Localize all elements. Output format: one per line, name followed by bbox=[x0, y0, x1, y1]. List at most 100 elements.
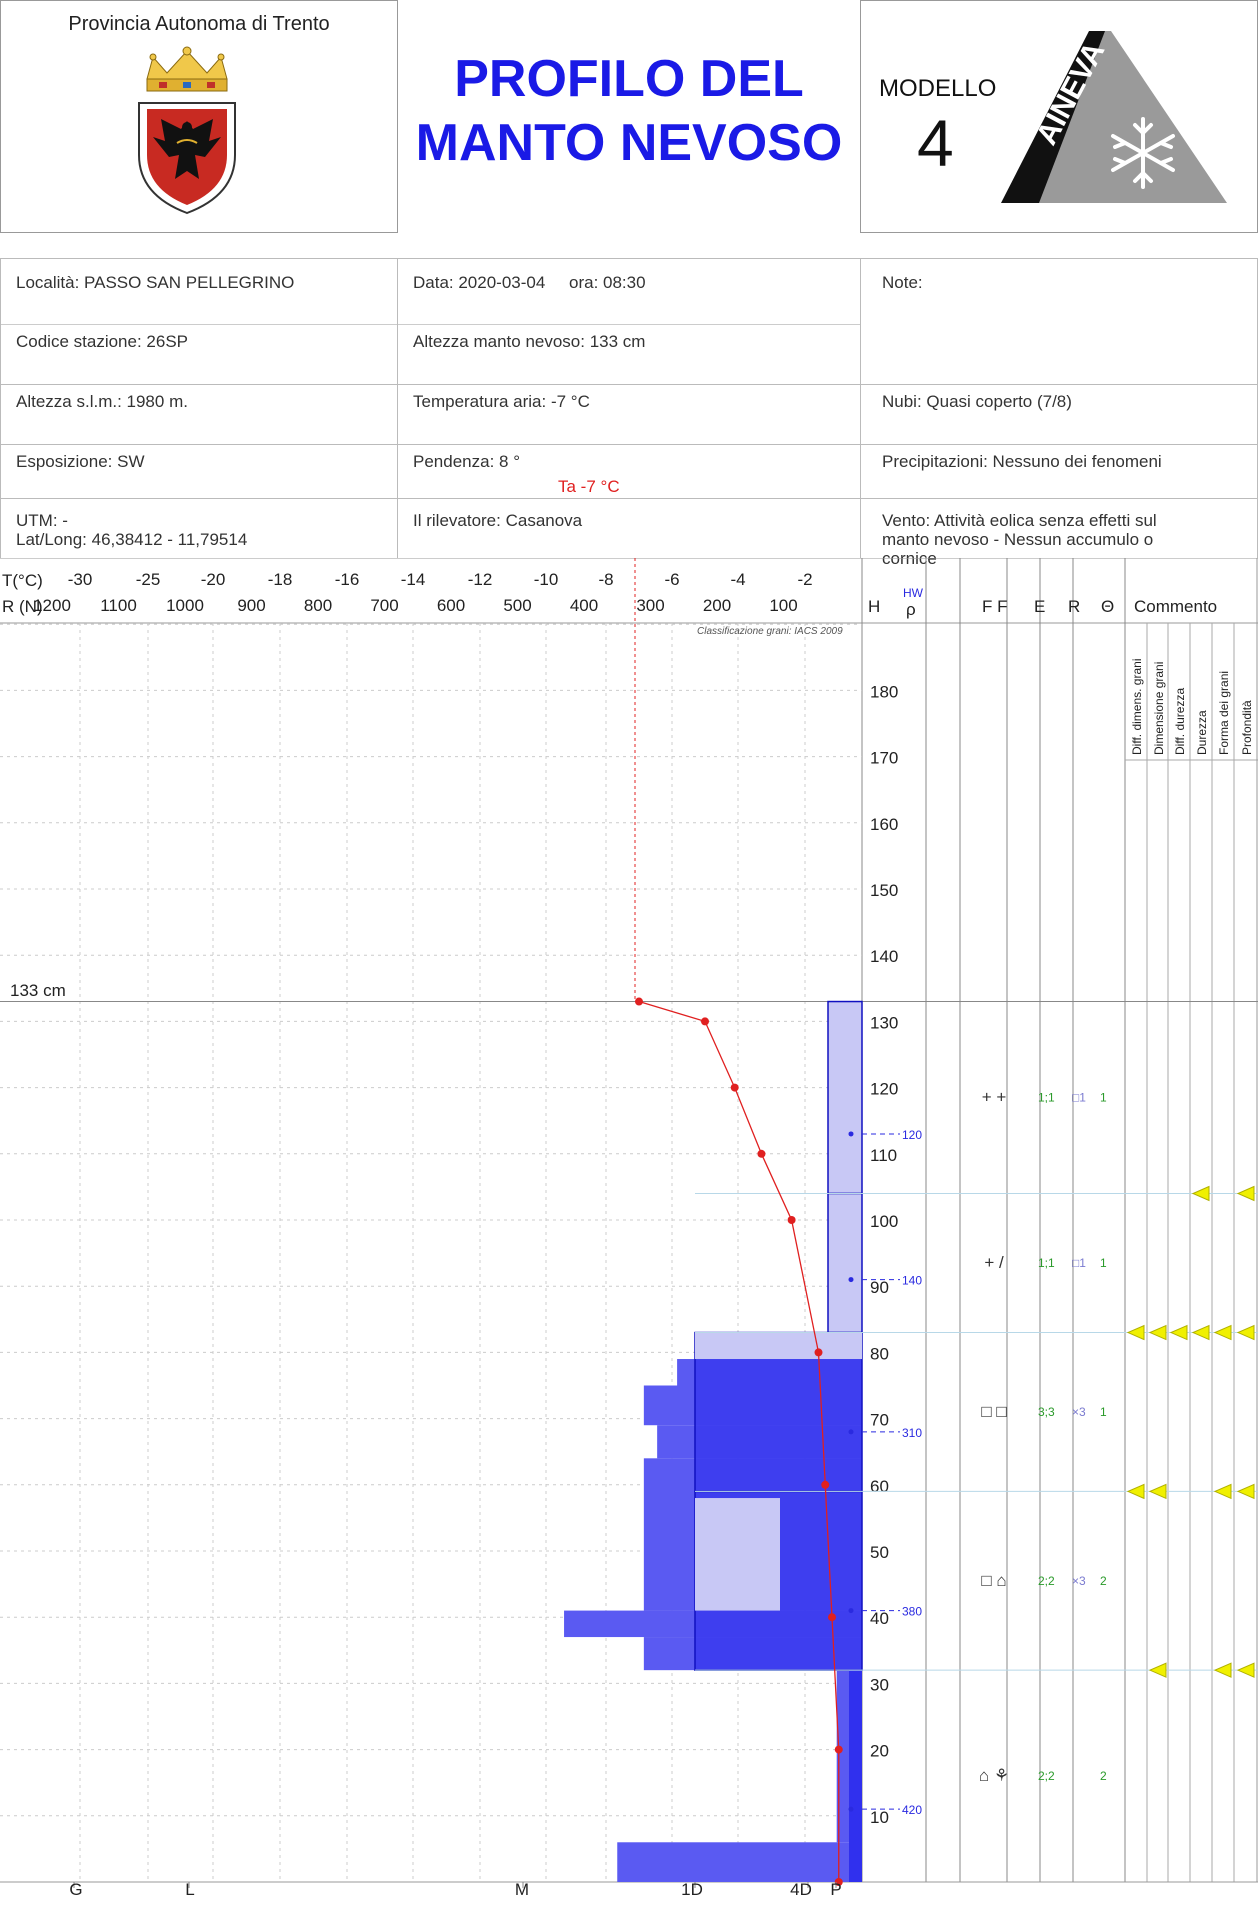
temp-tick-4: -16 bbox=[335, 570, 360, 589]
temperature-point-5 bbox=[814, 1348, 823, 1357]
province-name: Provincia Autonoma di Trento bbox=[68, 13, 330, 35]
vento-value-line2: manto nevoso - Nessun accumulo o bbox=[882, 530, 1154, 549]
gridlines bbox=[0, 623, 862, 1882]
hardness-layer-1 bbox=[827, 1192, 863, 1334]
hardness-label-g: G bbox=[69, 1880, 83, 1899]
classification-note: Classificazione grani: IACS 2009 bbox=[697, 626, 843, 637]
resistance-tick-0: 1200 bbox=[33, 596, 71, 615]
utm-value: UTM: - bbox=[16, 511, 68, 530]
comment-marker-2-0 bbox=[1126, 1483, 1145, 1500]
height-tick-12: 130 bbox=[870, 1013, 898, 1032]
density-point-0 bbox=[848, 1131, 854, 1137]
title-line-2: MANTO NEVOSO bbox=[415, 114, 843, 172]
comment-marker-1-5 bbox=[1236, 1324, 1255, 1341]
temperature-axis-label: T(°C) bbox=[2, 571, 43, 590]
wetness-3: 2 bbox=[1100, 1574, 1107, 1588]
title-line-1: PROFILO DEL bbox=[454, 50, 804, 108]
temperature-point-2 bbox=[730, 1083, 739, 1092]
hardness-label-l: L bbox=[185, 1880, 195, 1899]
density-label-2: 310 bbox=[902, 1426, 922, 1440]
resistance-tick-11: 100 bbox=[769, 596, 797, 615]
coat-of-arms-icon bbox=[138, 46, 236, 215]
grain-size-0: 1;1 bbox=[1038, 1091, 1055, 1105]
wetness-1: 1 bbox=[1100, 1256, 1107, 1270]
resistance-tick-4: 800 bbox=[304, 596, 332, 615]
grain-form-2: □ □ bbox=[981, 1402, 1006, 1421]
wetness-4: 2 bbox=[1100, 1769, 1107, 1783]
comment-marker-2-1 bbox=[1148, 1483, 1167, 1500]
height-tick-9: 100 bbox=[870, 1212, 898, 1231]
comment-marker-2-2 bbox=[1213, 1483, 1232, 1500]
temp-tick-5: -14 bbox=[401, 570, 426, 589]
temp-tick-3: -18 bbox=[268, 570, 293, 589]
comment-col-label-4: Forma dei grani bbox=[1217, 670, 1231, 755]
temperatura-aria-value: Temperatura aria: -7 °C bbox=[413, 392, 590, 411]
density-point-3 bbox=[848, 1608, 854, 1614]
grain-form-1: + / bbox=[984, 1253, 1004, 1272]
comment-marker-1-0 bbox=[1126, 1324, 1145, 1341]
hw-column-header: HW bbox=[903, 586, 923, 600]
ora-value: ora: 08:30 bbox=[569, 273, 646, 292]
data-value: Data: 2020-03-04 bbox=[413, 273, 546, 292]
temp-tick-7: -10 bbox=[534, 570, 559, 589]
ram-resistance-bar-0 bbox=[617, 1842, 862, 1882]
comment-col-label-5: Profondità bbox=[1240, 700, 1254, 755]
height-tick-1: 20 bbox=[870, 1742, 889, 1761]
resistance-axis-label: R (N) bbox=[2, 597, 43, 616]
height-column-header: H bbox=[868, 597, 881, 616]
density-label-0: 120 bbox=[902, 1128, 922, 1142]
temp-tick-10: -4 bbox=[730, 570, 745, 589]
note-label: Note: bbox=[882, 273, 923, 292]
temp-tick-0: -30 bbox=[68, 570, 93, 589]
comment-marker-0-0 bbox=[1191, 1185, 1210, 1202]
hardness-label-m: M bbox=[514, 1880, 530, 1899]
hardness-value-3: ×3 bbox=[1072, 1574, 1086, 1588]
temperature-point-9 bbox=[834, 1878, 843, 1886]
height-tick-7: 80 bbox=[870, 1344, 889, 1363]
comment-marker-3-1 bbox=[1213, 1662, 1232, 1678]
snow-height-label: 133 cm bbox=[10, 981, 66, 1000]
hardness-layers bbox=[694, 1000, 863, 1882]
density-column-header: ρ bbox=[906, 600, 916, 619]
grain-size-1: 1;1 bbox=[1038, 1256, 1055, 1270]
nubi-value: Nubi: Quasi coperto (7/8) bbox=[882, 392, 1072, 411]
temperature-line bbox=[638, 1000, 840, 1882]
height-tick-16: 170 bbox=[870, 749, 898, 768]
density-point-4 bbox=[848, 1806, 854, 1812]
temperature-point-0 bbox=[635, 997, 643, 1006]
temp-tick-8: -8 bbox=[598, 570, 613, 589]
resistance-tick-6: 600 bbox=[437, 596, 465, 615]
height-tick-3: 40 bbox=[870, 1609, 889, 1628]
resistance-tick-9: 300 bbox=[636, 596, 664, 615]
resistance-tick-8: 400 bbox=[570, 596, 598, 615]
height-tick-14: 150 bbox=[870, 881, 898, 900]
temp-tick-2: -20 bbox=[201, 570, 226, 589]
grain-form-3: □ ⌂ bbox=[981, 1571, 1006, 1590]
comment-marker-1-4 bbox=[1213, 1324, 1232, 1341]
hardness-label-1d: 1D bbox=[681, 1880, 703, 1899]
temperature-point-1 bbox=[701, 1017, 709, 1026]
grain-form-0: + + bbox=[982, 1088, 1007, 1107]
density-label-3: 380 bbox=[902, 1605, 922, 1619]
air-temp-label: Ta -7 °C bbox=[558, 477, 620, 496]
resistance-tick-1: 1100 bbox=[100, 596, 137, 615]
codice-stazione-value: Codice stazione: 26SP bbox=[16, 332, 188, 351]
esposizione-value: Esposizione: SW bbox=[16, 452, 145, 471]
wetness-column-header: Θ bbox=[1101, 597, 1115, 616]
hardness-value-2: ×3 bbox=[1072, 1405, 1086, 1419]
localita-value: Località: PASSO SAN PELLEGRINO bbox=[16, 273, 295, 292]
temperature-point-3 bbox=[757, 1149, 766, 1158]
info-table: Località: PASSO SAN PELLEGRINO Data: 202… bbox=[0, 258, 1258, 568]
temperature-point-6 bbox=[821, 1480, 830, 1489]
hardness-column-header: R bbox=[1068, 597, 1081, 616]
comment-marker-1-3 bbox=[1191, 1324, 1210, 1341]
height-tick-15: 160 bbox=[870, 815, 898, 834]
resistance-tick-5: 700 bbox=[370, 596, 398, 615]
height-tick-13: 140 bbox=[870, 947, 898, 966]
density-point-1 bbox=[848, 1277, 854, 1283]
resistance-tick-2: 1000 bbox=[166, 596, 204, 615]
grain-size-2: 3;3 bbox=[1038, 1405, 1055, 1419]
height-tick-2: 30 bbox=[870, 1675, 889, 1694]
altezza-manto-value: Altezza manto nevoso: 133 cm bbox=[413, 332, 646, 351]
layer-overlay-mid bbox=[695, 1498, 780, 1611]
